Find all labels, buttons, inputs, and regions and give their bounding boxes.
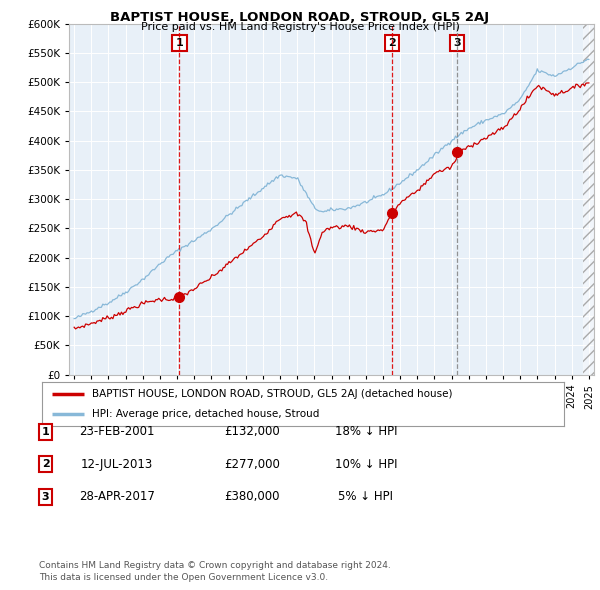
Text: 3: 3 [453, 38, 461, 48]
Text: £277,000: £277,000 [224, 458, 280, 471]
Text: 5% ↓ HPI: 5% ↓ HPI [338, 490, 394, 503]
Text: 2: 2 [42, 460, 49, 469]
Text: 10% ↓ HPI: 10% ↓ HPI [335, 458, 397, 471]
Text: 23-FEB-2001: 23-FEB-2001 [79, 425, 155, 438]
Text: £380,000: £380,000 [224, 490, 280, 503]
Text: Contains HM Land Registry data © Crown copyright and database right 2024.
This d: Contains HM Land Registry data © Crown c… [39, 561, 391, 582]
Text: 12-JUL-2013: 12-JUL-2013 [81, 458, 153, 471]
Text: Price paid vs. HM Land Registry's House Price Index (HPI): Price paid vs. HM Land Registry's House … [140, 22, 460, 32]
Text: 1: 1 [42, 427, 49, 437]
Text: BAPTIST HOUSE, LONDON ROAD, STROUD, GL5 2AJ (detached house): BAPTIST HOUSE, LONDON ROAD, STROUD, GL5 … [92, 389, 452, 399]
Text: HPI: Average price, detached house, Stroud: HPI: Average price, detached house, Stro… [92, 409, 319, 419]
Text: 28-APR-2017: 28-APR-2017 [79, 490, 155, 503]
Text: 2: 2 [388, 38, 396, 48]
Text: BAPTIST HOUSE, LONDON ROAD, STROUD, GL5 2AJ: BAPTIST HOUSE, LONDON ROAD, STROUD, GL5 … [110, 11, 490, 24]
Text: £132,000: £132,000 [224, 425, 280, 438]
Text: 18% ↓ HPI: 18% ↓ HPI [335, 425, 397, 438]
Text: 1: 1 [176, 38, 184, 48]
Text: 3: 3 [42, 492, 49, 502]
